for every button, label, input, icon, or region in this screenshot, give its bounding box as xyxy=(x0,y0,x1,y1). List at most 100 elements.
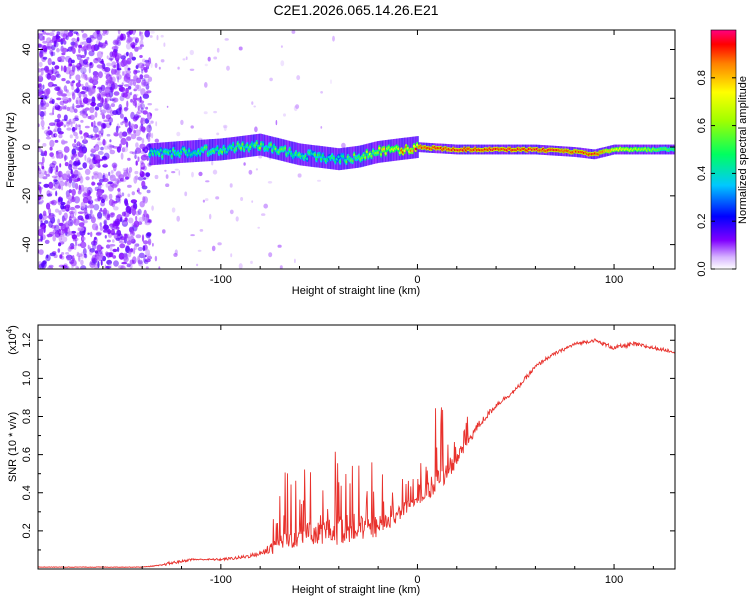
noise-blob xyxy=(76,253,83,257)
noise-blob xyxy=(68,106,75,113)
noise-blob xyxy=(154,138,159,143)
noise-blob xyxy=(125,87,129,94)
noise-blob xyxy=(131,151,139,155)
noise-blob xyxy=(123,256,129,263)
noise-blob xyxy=(119,217,123,222)
noise-blob xyxy=(103,119,110,123)
noise-blob xyxy=(155,121,158,127)
noise-blob xyxy=(243,162,246,166)
noise-blob xyxy=(52,35,57,41)
noise-blob xyxy=(93,71,100,78)
noise-blob xyxy=(89,62,93,66)
noise-blob xyxy=(84,150,87,153)
noise-blob xyxy=(60,225,64,231)
noise-blob xyxy=(85,113,88,117)
noise-blob xyxy=(94,263,98,269)
noise-blob xyxy=(267,181,273,184)
noise-blob xyxy=(77,146,82,152)
noise-blob xyxy=(145,249,151,257)
noise-blob xyxy=(46,37,52,44)
noise-blob xyxy=(115,237,121,241)
noise-blob xyxy=(222,124,228,129)
noise-blob xyxy=(135,160,138,166)
noise-blob xyxy=(139,74,144,80)
noise-blob xyxy=(90,148,96,152)
noise-blob xyxy=(89,203,95,209)
noise-blob xyxy=(66,254,72,261)
noise-blob xyxy=(57,170,63,178)
noise-blob xyxy=(68,210,75,215)
noise-blob xyxy=(55,165,59,173)
noise-blob xyxy=(45,130,51,137)
noise-blob xyxy=(277,244,282,248)
noise-blob xyxy=(137,156,140,162)
noise-blob xyxy=(80,201,86,209)
noise-blob xyxy=(71,91,75,96)
noise-blob xyxy=(126,70,131,75)
noise-blob xyxy=(268,252,273,258)
noise-blob xyxy=(158,266,161,269)
noise-blob xyxy=(113,64,116,69)
ridge-core xyxy=(318,153,322,157)
noise-blob xyxy=(180,119,184,125)
noise-blob xyxy=(79,113,86,116)
noise-blob xyxy=(78,59,85,67)
noise-blob xyxy=(40,116,44,120)
noise-blob xyxy=(59,254,63,259)
noise-blob xyxy=(82,162,87,169)
noise-blob xyxy=(110,103,115,108)
snr-series-layer xyxy=(38,338,675,568)
y-tick-label: 0.6 xyxy=(21,447,33,462)
noise-blob xyxy=(135,234,142,239)
noise-blob xyxy=(42,45,47,52)
noise-blob xyxy=(160,34,164,38)
y-tick-label: 0 xyxy=(21,144,33,150)
noise-blob xyxy=(52,108,55,115)
noise-blob xyxy=(127,250,133,254)
noise-blob xyxy=(97,211,103,219)
colorbar-gradient xyxy=(710,29,737,270)
noise-blob xyxy=(62,220,65,224)
noise-blob xyxy=(158,66,161,70)
noise-blob xyxy=(65,221,70,225)
noise-blob xyxy=(134,150,137,155)
noise-blob xyxy=(100,122,107,129)
noise-blob xyxy=(80,259,84,266)
noise-blob xyxy=(100,207,103,211)
noise-blob xyxy=(51,84,58,87)
colorbar: 0.0 0.2 0.4 0.6 0.8 Normalized spectral ampl… xyxy=(696,29,749,277)
noise-blob xyxy=(73,108,78,113)
noise-blob xyxy=(147,238,152,246)
noise-blob xyxy=(83,135,86,142)
noise-blob xyxy=(76,37,80,42)
noise-blob xyxy=(65,252,70,255)
noise-blob xyxy=(40,100,46,106)
noise-blob xyxy=(101,58,104,65)
noise-blob xyxy=(78,222,85,227)
noise-blob xyxy=(98,41,101,47)
noise-blob xyxy=(112,39,119,46)
noise-blob xyxy=(58,196,62,201)
noise-blob xyxy=(147,81,150,86)
noise-blob xyxy=(105,265,112,269)
noise-blob xyxy=(42,35,45,41)
noise-blob xyxy=(74,237,79,241)
noise-blob xyxy=(77,92,82,96)
noise-blob xyxy=(176,215,180,222)
noise-blob xyxy=(110,224,113,229)
noise-blob xyxy=(191,171,194,178)
noise-blob xyxy=(47,266,54,269)
noise-blob xyxy=(44,239,50,244)
noise-blob xyxy=(77,167,84,170)
noise-blob xyxy=(105,79,112,84)
noise-blob xyxy=(81,86,87,91)
noise-blob xyxy=(58,230,65,234)
noise-blob xyxy=(48,122,56,126)
noise-blob xyxy=(68,216,72,221)
noise-blob xyxy=(110,212,115,216)
noise-blob xyxy=(76,232,81,237)
noise-blob xyxy=(75,239,78,247)
noise-blob xyxy=(255,168,258,171)
noise-blob xyxy=(47,215,53,219)
noise-blob xyxy=(103,229,108,233)
